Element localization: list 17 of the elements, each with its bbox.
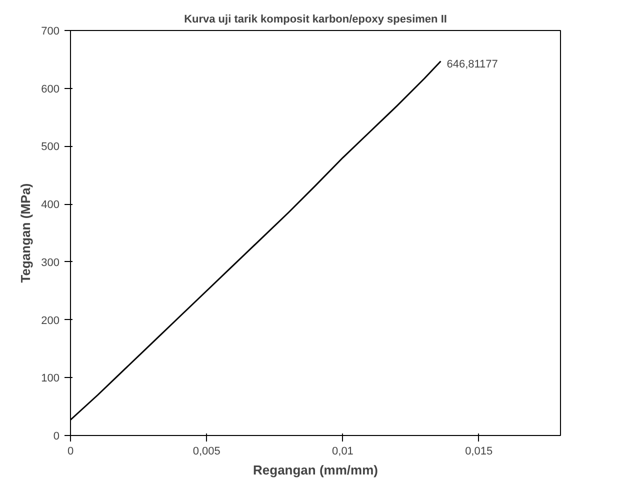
x-tick-label: 0,015 xyxy=(465,446,493,458)
annotation: 646,81177 xyxy=(446,58,498,70)
x-axis-title: Regangan (mm/mm) xyxy=(253,462,378,478)
chart-title: Kurva uji tarik komposit karbon/epoxy spesimen II xyxy=(184,14,447,26)
y-tick-label: 400 xyxy=(41,199,60,212)
y-tick-label: 300 xyxy=(41,256,60,269)
y-tick-label: 700 xyxy=(41,26,60,38)
y-axis-title: Tegangan (MPa) xyxy=(18,183,34,283)
x-tick-label: 0,005 xyxy=(192,446,220,458)
line-series xyxy=(70,60,442,421)
y-tick-label: 600 xyxy=(41,83,60,96)
y-tick-label: 500 xyxy=(41,141,60,154)
y-tick-label: 0 xyxy=(53,430,60,442)
y-tick-label: 100 xyxy=(41,372,60,385)
x-tick-label: 0 xyxy=(67,446,74,458)
x-tick-label: 0,01 xyxy=(332,446,354,458)
y-tick-label: 200 xyxy=(41,314,60,327)
